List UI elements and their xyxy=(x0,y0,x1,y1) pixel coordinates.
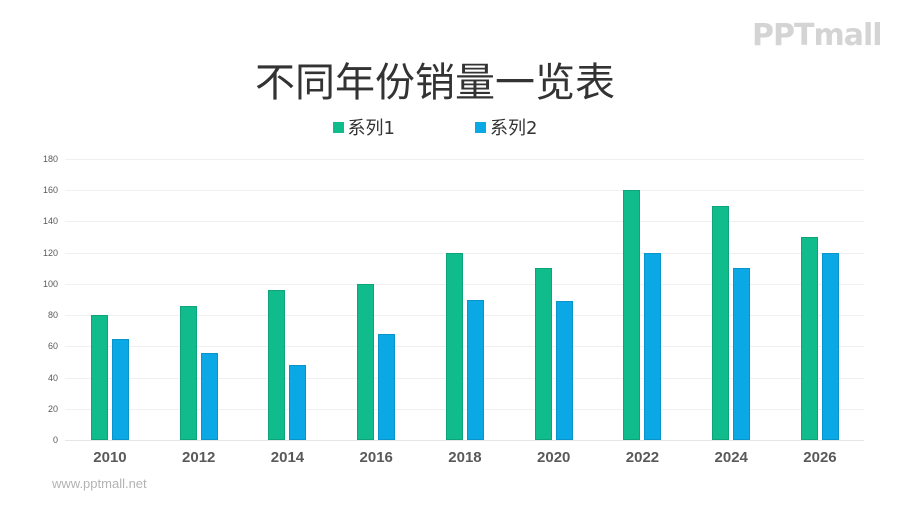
x-tick-label: 2018 xyxy=(448,449,482,466)
bar-series2-2018 xyxy=(466,299,484,440)
legend-label-series1: 系列1 xyxy=(347,118,395,139)
gridline xyxy=(65,440,864,441)
y-tick-label: 140 xyxy=(42,216,58,226)
bar-series1-2026 xyxy=(800,237,818,440)
bar-series1-2014 xyxy=(268,290,286,440)
y-tick-label: 0 xyxy=(52,435,58,445)
y-tick-label: 60 xyxy=(47,341,58,351)
bar-series2-2016 xyxy=(378,333,396,440)
bar-series2-2010 xyxy=(111,338,129,440)
bar-series1-2016 xyxy=(357,283,375,440)
x-tick-label: 2012 xyxy=(182,449,216,466)
x-tick-label: 2010 xyxy=(93,449,127,466)
x-tick-label: 2026 xyxy=(803,449,837,466)
x-tick-label: 2020 xyxy=(537,449,571,466)
gridline xyxy=(65,284,864,285)
bar-series1-2010 xyxy=(90,315,108,440)
gridline xyxy=(65,378,864,379)
gridline xyxy=(65,221,864,222)
legend-item-series2: 系列2 xyxy=(475,114,537,140)
x-tick-label: 2024 xyxy=(714,449,748,466)
bar-series2-2024 xyxy=(733,268,751,440)
legend-item-series1: 系列1 xyxy=(332,114,395,140)
chart-title: 不同年份销量一览表 xyxy=(255,60,615,106)
gridline xyxy=(65,409,864,410)
bar-series2-2012 xyxy=(200,352,218,440)
y-tick-label: 80 xyxy=(47,310,58,320)
bar-series2-2026 xyxy=(821,252,839,440)
x-tick-label: 2016 xyxy=(359,449,393,466)
legend-label-series2: 系列2 xyxy=(490,118,538,139)
y-tick-label: 100 xyxy=(42,279,58,289)
bar-series1-2020 xyxy=(534,268,552,440)
bar-series1-2018 xyxy=(445,252,463,440)
chart-legend: 系列1 系列2 xyxy=(0,114,870,140)
footer-url: www.pptmall.net xyxy=(52,476,147,491)
y-tick-label: 40 xyxy=(47,373,58,383)
bar-series1-2012 xyxy=(179,305,197,440)
pptmall-logo: PPTmall xyxy=(752,18,883,53)
gridline xyxy=(65,346,864,347)
y-tick-label: 20 xyxy=(47,404,58,414)
bar-series2-2020 xyxy=(555,301,573,440)
legend-swatch-series2 xyxy=(475,121,486,133)
gridline xyxy=(65,159,864,160)
gridline xyxy=(65,190,864,191)
x-tick-label: 2014 xyxy=(270,449,305,466)
bar-series1-2022 xyxy=(623,190,641,440)
y-tick-label: 120 xyxy=(42,248,58,258)
y-tick-label: 180 xyxy=(42,154,58,164)
bar-series1-2024 xyxy=(712,205,730,440)
bar-series2-2022 xyxy=(644,252,662,440)
y-tick-label: 160 xyxy=(42,185,58,195)
gridline xyxy=(65,253,864,254)
gridline xyxy=(65,315,864,316)
bar-series2-2014 xyxy=(289,365,307,440)
legend-swatch-series1 xyxy=(332,121,344,133)
x-tick-label: 2022 xyxy=(625,449,660,466)
